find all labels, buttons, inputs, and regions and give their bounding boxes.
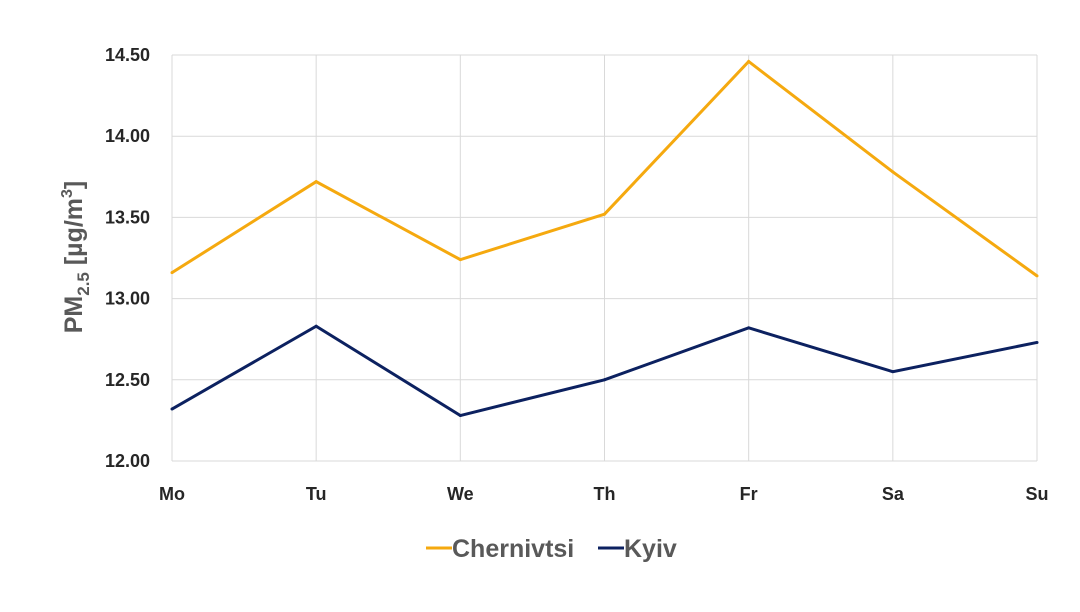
data-point-kyiv (314, 324, 318, 328)
y-axis-title: PM2.5 [µg/m3] (59, 181, 93, 334)
legend: Chernivtsi Kyiv (426, 535, 677, 563)
series-lines (170, 59, 1039, 418)
data-point-chernivtsi (891, 170, 895, 174)
y-tick-label: 13.00 (105, 289, 150, 309)
legend-item-chernivtsi: Chernivtsi (426, 535, 574, 563)
data-point-kyiv (603, 378, 606, 382)
data-point-chernivtsi (314, 180, 318, 184)
gridlines (171, 54, 1038, 462)
x-axis-tick-labels: Mo Tu We Th Fr Sa Su (159, 484, 1049, 504)
y-tick-label: 14.50 (105, 45, 150, 65)
data-point-kyiv (1035, 340, 1039, 344)
x-tick-label: Th (594, 484, 616, 504)
data-point-chernivtsi (603, 212, 606, 216)
legend-item-kyiv: Kyiv (598, 535, 677, 563)
data-point-chernivtsi (458, 258, 462, 262)
y-tick-label: 12.50 (105, 370, 150, 390)
x-tick-label: We (447, 484, 474, 504)
x-tick-label: Mo (159, 484, 185, 504)
data-point-chernivtsi (170, 271, 174, 275)
y-tick-label: 13.50 (105, 207, 150, 227)
data-point-kyiv (747, 326, 751, 330)
legend-label-kyiv: Kyiv (624, 535, 677, 563)
x-tick-label: Sa (882, 484, 905, 504)
x-tick-label: Su (1025, 484, 1048, 504)
data-point-kyiv (458, 414, 462, 418)
x-tick-label: Fr (740, 484, 758, 504)
x-tick-label: Tu (306, 484, 327, 504)
y-tick-label: 12.00 (105, 451, 150, 471)
legend-label-chernivtsi: Chernivtsi (452, 535, 574, 563)
y-axis-tick-labels: 12.00 12.50 13.00 13.50 14.00 14.50 (105, 45, 150, 471)
data-point-kyiv (170, 407, 174, 411)
data-point-kyiv (891, 370, 895, 374)
y-tick-label: 14.00 (105, 126, 150, 146)
data-point-chernivtsi (1035, 274, 1039, 278)
data-point-chernivtsi (747, 59, 751, 63)
